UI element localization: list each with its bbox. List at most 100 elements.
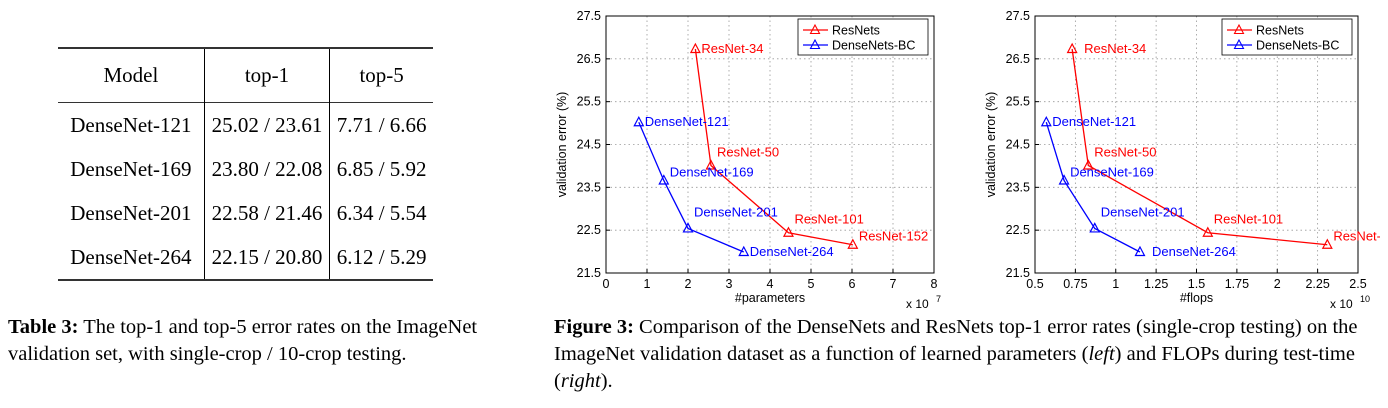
data-point [1082,159,1094,170]
x-tick-label: 5 [808,277,815,291]
point-label: ResNet-50 [717,144,779,159]
y-axis-label: validation error (%) [984,92,998,198]
x-exponent-label: 7 [936,294,941,304]
y-tick-label: 25.5 [1006,95,1030,109]
point-label: DenseNet-201 [694,204,778,219]
table-header-row: Model top-1 top-5 [58,48,433,103]
table-row: DenseNet-264 22.15 / 20.80 6.12 / 5.29 [58,235,433,280]
y-tick-label: 22.5 [1006,223,1030,237]
y-tick-label: 27.5 [577,9,601,23]
data-point [782,226,794,237]
y-axis-label: validation error (%) [555,92,569,198]
cell-top5: 7.71 / 6.66 [336,112,427,137]
x-tick-label: 7 [890,277,897,291]
point-label: ResNet-50 [1094,144,1156,159]
y-tick-label: 23.5 [577,180,601,194]
header-top1: top-1 [204,48,331,103]
data-point [1040,115,1052,127]
data-point [1089,222,1101,233]
x-tick-label: 2.25 [1305,277,1329,291]
point-label: DenseNet-169 [670,164,754,179]
results-table-block: Model top-1 top-5 DenseNet-121 25.02 / 2… [58,47,433,281]
point-label: DenseNet-121 [1052,114,1136,129]
y-tick-label: 21.5 [1006,266,1030,280]
legend-swatch-marker [809,38,821,50]
legend-label: ResNets [832,24,880,38]
point-label: DenseNet-264 [1152,244,1236,259]
data-point [633,115,645,127]
x-tick-label: 1.5 [1188,277,1205,291]
data-point [738,245,750,257]
table-caption-text: The top-1 and top-5 error rates on the I… [8,316,478,365]
error-rate-table: Model top-1 top-5 DenseNet-121 25.02 / 2… [58,47,433,281]
point-label: DenseNet-121 [645,114,729,129]
figure-caption-text-3: ). [600,370,613,392]
data-point [1321,238,1333,249]
table-caption-label: Table 3: [8,316,79,338]
point-label: DenseNet-201 [1101,204,1185,219]
x-tick-label: 0 [603,277,610,291]
point-label: ResNet-152 [1333,229,1380,244]
cell-model: DenseNet-169 [58,147,205,191]
series-line [638,121,745,253]
data-point [847,238,859,249]
legend-label: ResNets [1256,24,1304,38]
x-tick-label: 6 [849,277,856,291]
point-label: ResNet-34 [1084,41,1146,56]
series-line [1071,48,1328,246]
cell-top5: 6.34 / 5.54 [336,200,427,225]
data-point [1134,245,1146,257]
x-axis-label: #flops [1180,291,1213,305]
y-tick-label: 23.5 [1006,180,1030,194]
figure-caption-left: left [1088,343,1115,365]
x-exponent-label: 10 [1360,294,1370,304]
x-multiplier-label: x 10 [1330,297,1353,310]
y-tick-label: 21.5 [577,266,601,280]
x-tick-label: 2.5 [1349,277,1366,291]
table-row: DenseNet-121 25.02 / 23.61 7.71 / 6.66 [58,102,433,147]
series-line [694,48,853,246]
cell-top1: 23.80 / 22.08 [204,147,331,191]
header-top5: top-5 [359,63,404,87]
flops-chart: 0.5 0.75 1 1.25 1.5 1.75 2 2.25 2.5 21.5 22.5 23.5 2… [984,9,1380,310]
legend-label: DenseNets-BC [1256,39,1339,53]
x-tick-label: 1.25 [1144,277,1168,291]
figure-caption-right: right [560,370,601,392]
y-tick-label: 26.5 [1006,52,1030,66]
legend-swatch-marker [1233,23,1245,35]
x-tick-label: 8 [931,277,938,291]
table-caption: Table 3: The top-1 and top-5 error rates… [8,314,508,368]
x-tick-label: 3 [726,277,733,291]
point-label: ResNet-34 [701,41,763,56]
figure-caption-label: Figure 3: [554,316,634,338]
data-point [658,174,670,185]
figure-caption: Figure 3: Comparison of the DenseNets an… [554,314,1384,395]
cell-top5: 6.85 / 5.92 [336,156,427,181]
y-tick-label: 25.5 [577,95,601,109]
legend-swatch-marker [809,23,821,35]
y-tick-label: 27.5 [1006,9,1030,23]
point-label: DenseNet-169 [1070,164,1154,179]
figure-caption-text-2: ) and FLOPs during test-time ( [554,343,1355,392]
x-tick-label: 0.75 [1063,277,1087,291]
legend-swatch-marker [1233,38,1245,50]
x-tick-label: 2 [685,277,692,291]
x-axis-label: #parameters [735,291,805,305]
x-tick-label: 0.5 [1026,277,1043,291]
header-model: Model [58,48,205,103]
cell-top1: 25.02 / 23.61 [204,102,331,147]
legend-label: DenseNets-BC [832,39,915,53]
cell-top1: 22.58 / 21.46 [204,191,331,235]
cell-top1: 22.15 / 20.80 [204,235,331,280]
y-tick-label: 24.5 [577,138,601,152]
data-point [1202,226,1214,237]
point-label: ResNet-101 [1214,212,1283,227]
point-label: DenseNet-264 [750,244,834,259]
params-chart: 0 1 2 3 4 5 6 7 8 21.5 22.5 23.5 24.5 25.5 26.5 27.5 #pa… [555,9,941,310]
table-row: DenseNet-169 23.80 / 22.08 6.85 / 5.92 [58,147,433,191]
x-tick-label: 4 [767,277,774,291]
point-label: ResNet-152 [859,229,928,244]
cell-model: DenseNet-201 [58,191,205,235]
x-tick-label: 1.75 [1225,277,1249,291]
x-tick-label: 2 [1274,277,1281,291]
